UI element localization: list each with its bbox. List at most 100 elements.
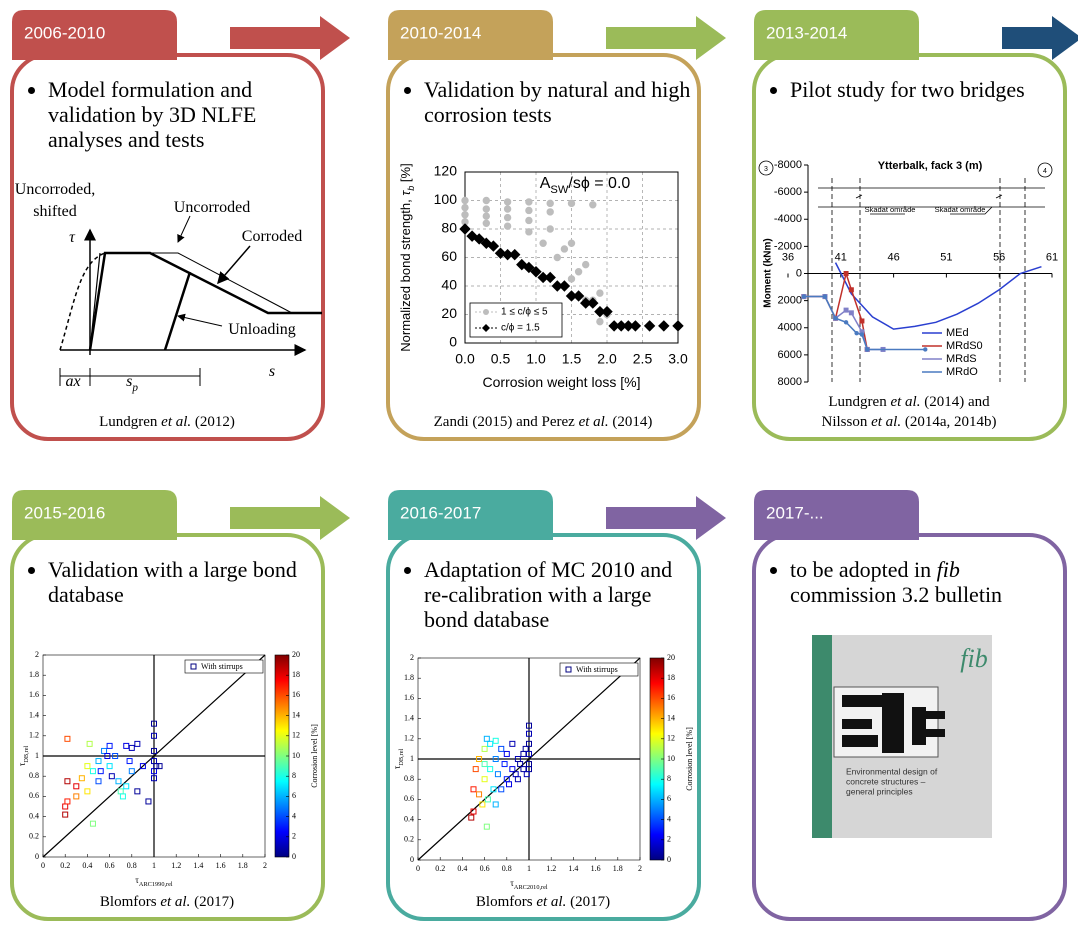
bullet-text: Adaptation of MC 2010 and re-calibration…	[408, 557, 693, 632]
colorbar-tick-label: 6	[667, 794, 671, 803]
bullet-list: Adaptation of MC 2010 and re-calibration…	[408, 557, 693, 632]
x-tick-label: 2.5	[633, 351, 653, 367]
colorbar-tick-label: 10	[292, 751, 300, 760]
x-tick-label: 1.6	[591, 864, 601, 873]
text-part: et al.	[536, 894, 566, 910]
colorbar-tick-label: 2	[667, 835, 671, 844]
text-part: et al.	[579, 414, 609, 430]
x-tick-label: 51	[940, 251, 952, 263]
x-tick-label: 1.8	[613, 864, 623, 873]
x-tick-label: 2	[263, 861, 267, 870]
text-part: commission 3.2 bulletin	[790, 582, 1002, 607]
data-point	[844, 308, 849, 313]
data-point	[849, 287, 854, 292]
citation: Lundgren et al. (2012)	[99, 414, 235, 430]
text-part: Blomfors	[100, 894, 160, 910]
y-tick-label: 0	[35, 852, 39, 861]
data-point	[865, 347, 869, 351]
panel: 2017-...fibEnvironmental design ofconcre…	[754, 490, 1065, 919]
bullet-item: Pilot study for two bridges	[790, 77, 1059, 102]
data-point	[547, 209, 553, 215]
y-tick-label: 1.2	[29, 731, 39, 740]
text-part: et al.	[890, 394, 920, 410]
colorbar-tick-label: 4	[667, 814, 671, 823]
x-tick-label: 0.2	[60, 861, 70, 870]
data-point	[568, 276, 574, 282]
bullet-item: Validation by natural and high corrosion…	[424, 77, 693, 127]
x-tick-label: 0.4	[457, 864, 467, 873]
data-point	[547, 226, 553, 232]
data-point	[844, 320, 848, 324]
period-label: 2016-2017	[400, 503, 481, 522]
text-part: Pilot study for two bridges	[790, 77, 1025, 102]
y-tick-label: 120	[434, 163, 458, 179]
text-part: (2012)	[191, 414, 235, 430]
x-tick-label: 0.2	[435, 864, 445, 873]
panel: 2006-2010Lundgren et al. (2012)Uncorrode…	[12, 10, 350, 439]
bullet-list: to be adopted in fib commission 3.2 bull…	[774, 557, 1059, 607]
x-tick-label: 41	[835, 251, 847, 263]
data-point	[526, 207, 532, 213]
data-point	[860, 332, 864, 336]
period-label: 2015-2016	[24, 503, 105, 522]
text-part: ARC1990,rel	[139, 881, 173, 888]
cover-block	[842, 719, 872, 729]
colorbar-tick-label: 16	[667, 693, 675, 702]
text-part: ax	[65, 373, 80, 390]
bullet-text: Validation by natural and high corrosion…	[408, 77, 693, 127]
data-point	[526, 229, 532, 235]
text-part: DB,rel	[23, 745, 30, 762]
x-tick-label: 0.6	[105, 861, 115, 870]
bullet-text: Pilot study for two bridges	[774, 77, 1059, 102]
x-tick-label: 0.4	[82, 861, 92, 870]
y-tick-label: 1.4	[29, 710, 39, 719]
x-tick-label: 1	[152, 861, 156, 870]
cover-title: general principles	[846, 786, 913, 796]
y-tick-label: 60	[441, 248, 457, 264]
data-point	[462, 204, 468, 210]
schematic-label: shifted	[33, 203, 77, 220]
legend-label: 1 ≤ c/ϕ ≤ 5	[501, 307, 548, 318]
x-tick-label: 0.6	[480, 864, 490, 873]
legend-label: c/ϕ = 1.5	[501, 323, 540, 334]
data-point	[483, 220, 489, 226]
colorbar-label: Corrosion level [%]	[310, 724, 319, 788]
period-label: 2006-2010	[24, 23, 105, 42]
data-point	[504, 199, 510, 205]
bullet-item: to be adopted in fib commission 3.2 bull…	[790, 557, 1059, 607]
bullet-text: Model formulation and validation by 3D N…	[32, 77, 317, 152]
schematic-label: ax	[65, 373, 80, 390]
data-point	[597, 290, 603, 296]
text-part: Validation by natural and high corrosion…	[424, 77, 690, 127]
citation: Nilsson et al. (2014a, 2014b)	[822, 414, 997, 430]
y-tick-label: 20	[441, 305, 457, 321]
y-tick-label: 80	[441, 220, 457, 236]
text-part: A	[540, 175, 551, 192]
legend-label: MRdS0	[946, 340, 983, 352]
text-part: to be adopted in	[790, 557, 937, 582]
bullet-list: Pilot study for two bridges	[774, 77, 1059, 102]
x-tick-label: 0.5	[491, 351, 511, 367]
colorbar-tick-label: 14	[292, 710, 300, 719]
colorbar-tick-label: 4	[292, 811, 296, 820]
text-part: Nilsson	[822, 414, 872, 430]
schematic-label: Corroded	[242, 228, 302, 245]
text-part: (2014a, 2014b)	[901, 414, 996, 430]
data-point	[849, 310, 854, 315]
text-part: s	[269, 363, 275, 380]
period-label: 2017-...	[766, 503, 824, 522]
y-tick-label: 40	[441, 277, 457, 293]
text-part: DB,rel	[398, 748, 405, 765]
text-part: (2017)	[190, 894, 234, 910]
x-tick-label: 61	[1046, 251, 1058, 263]
x-tick-label: 2.0	[597, 351, 617, 367]
text-part: [%]	[398, 163, 413, 185]
colorbar-tick-label: 10	[667, 754, 675, 763]
x-tick-label: 3.0	[668, 351, 688, 367]
citation: Lundgren et al. (2014) and	[828, 394, 990, 410]
data-point	[504, 223, 510, 229]
y-tick-label: -4000	[774, 213, 802, 225]
colorbar-tick-label: 12	[292, 731, 300, 740]
schematic-label: s	[269, 363, 275, 380]
annotation: 3	[764, 166, 768, 173]
